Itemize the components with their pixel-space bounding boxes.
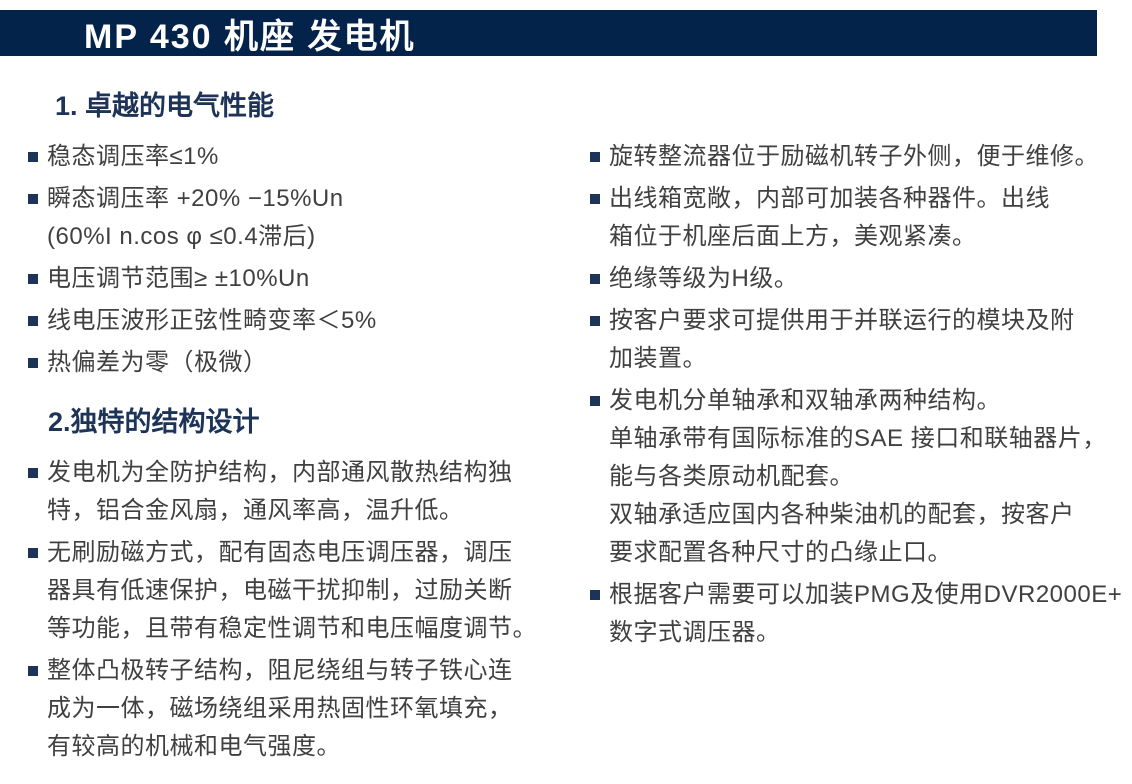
square-bullet-icon [590,316,600,326]
bullet-text: 根据客户需要可以加装PMG及使用DVR2000E+ 数字式调压器。 [609,581,1123,646]
square-bullet-icon [28,358,38,368]
bullet-text: 发电机为全防护结构，内部通风散热结构独 特，铝合金风扇，通风率高，温升低。 [47,459,513,524]
section-2-heading: 2.独特的结构设计 [48,407,260,437]
list-item: 电压调节范围≥ ±10%Un [28,260,573,298]
square-bullet-icon [28,548,38,558]
square-bullet-icon [590,396,600,406]
bullet-text: 出线箱宽敞，内部可加装各种器件。出线 箱位于机座后面上方，美观紧凑。 [609,185,1050,250]
square-bullet-icon [28,274,38,284]
bullet-text: 按客户要求可提供用于并联运行的模块及附 加装置。 [609,307,1075,372]
list-item: 发电机分单轴承和双轴承两种结构。 单轴承带有国际标准的SAE 接口和联轴器片， … [590,382,1132,572]
bullet-text: 电压调节范围≥ ±10%Un [47,265,310,292]
bullet-text: 线电压波形正弦性畸变率＜5% [47,307,377,334]
bullet-text: 稳态调压率≤1% [47,143,219,170]
square-bullet-icon [590,590,600,600]
square-bullet-icon [590,194,600,204]
list-item: 瞬态调压率 +20% −15%Un (60%I n.cos φ ≤0.4滞后) [28,180,573,256]
list-item: 发电机为全防护结构，内部通风散热结构独 特，铝合金风扇，通风率高，温升低。 [28,454,573,530]
list-item: 出线箱宽敞，内部可加装各种器件。出线 箱位于机座后面上方，美观紧凑。 [590,180,1132,256]
list-item: 旋转整流器位于励磁机转子外侧，便于维修。 [590,138,1132,176]
square-bullet-icon [590,152,600,162]
bullet-text: 旋转整流器位于励磁机转子外侧，便于维修。 [609,143,1099,170]
bullet-text: 绝缘等级为H级。 [609,265,799,292]
list-item: 根据客户需要可以加装PMG及使用DVR2000E+ 数字式调压器。 [590,576,1132,652]
list-item: 稳态调压率≤1% [28,138,573,176]
square-bullet-icon [28,194,38,204]
bullet-text: 整体凸极转子结构，阻尼绕组与转子铁心连 成为一体，磁场绕组采用热固性环氧填充， … [47,657,513,760]
square-bullet-icon [28,152,38,162]
list-item: 无刷励磁方式，配有固态电压调压器，调压 器具有低速保护，电磁干扰抑制，过励关断 … [28,534,573,648]
list-item: 绝缘等级为H级。 [590,260,1132,298]
left-column: 1. 卓越的电气性能 稳态调压率≤1% 瞬态调压率 +20% −15%Un (6… [28,80,573,770]
square-bullet-icon [28,316,38,326]
bullet-text: 热偏差为零（极微） [47,349,268,376]
section-1-heading: 1. 卓越的电气性能 [55,91,275,121]
square-bullet-icon [28,666,38,676]
bullet-text: 无刷励磁方式，配有固态电压调压器，调压 器具有低速保护，电磁干扰抑制，过励关断 … [47,539,537,642]
square-bullet-icon [590,274,600,284]
bullet-text: 瞬态调压率 +20% −15%Un (60%I n.cos φ ≤0.4滞后) [47,185,344,250]
list-item: 整体凸极转子结构，阻尼绕组与转子铁心连 成为一体，磁场绕组采用热固性环氧填充， … [28,652,573,766]
square-bullet-icon [28,468,38,478]
right-column: 旋转整流器位于励磁机转子外侧，便于维修。 出线箱宽敞，内部可加装各种器件。出线 … [590,138,1132,656]
bullet-text: 发电机分单轴承和双轴承两种结构。 单轴承带有国际标准的SAE 接口和联轴器片， … [609,387,1107,566]
list-item: 按客户要求可提供用于并联运行的模块及附 加装置。 [590,302,1132,378]
page-title: MP 430 机座 发电机 [84,17,416,56]
title-bar: MP 430 机座 发电机 [0,10,1097,56]
list-item: 热偏差为零（极微） [28,344,573,382]
list-item: 线电压波形正弦性畸变率＜5% [28,302,573,340]
